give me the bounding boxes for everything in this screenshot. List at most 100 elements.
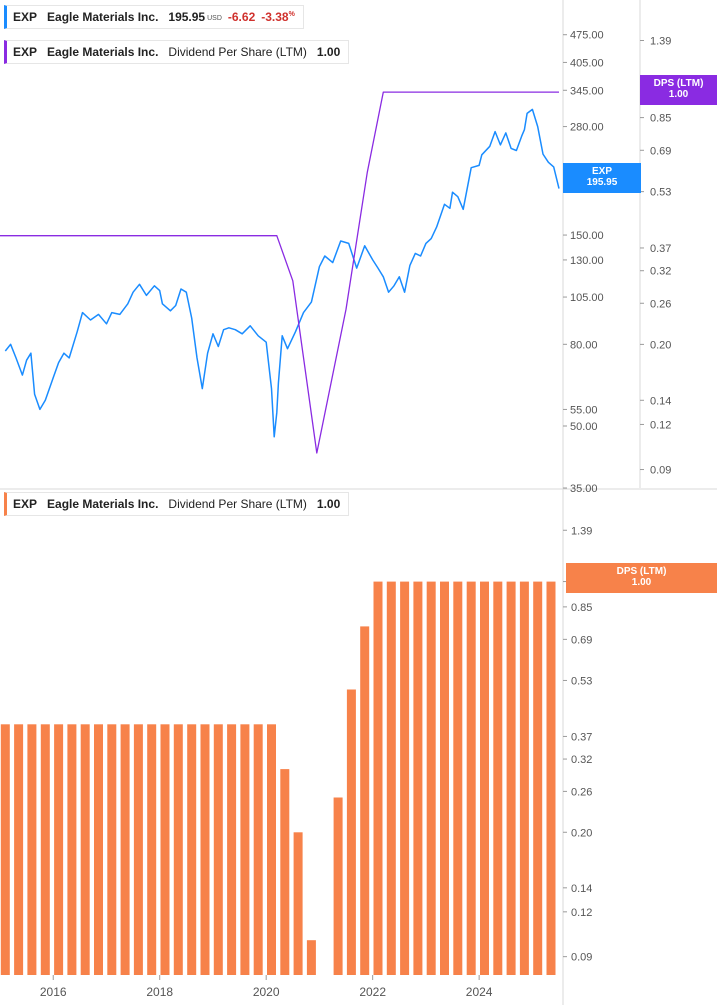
price-tick-label: 105.00 xyxy=(570,292,604,304)
dps-bar xyxy=(67,724,77,975)
dps-bar xyxy=(426,581,436,975)
metric-name: Dividend Per Share (LTM) xyxy=(168,45,307,59)
tag-label: DPS (LTM) xyxy=(616,566,667,577)
dps-bar xyxy=(227,724,237,975)
dps-tick-label: 1.39 xyxy=(650,36,671,48)
x-tick-label: 2020 xyxy=(253,985,280,999)
dps-bottom-tick-label: 0.20 xyxy=(571,827,592,839)
dps-bar xyxy=(253,724,263,975)
dps-bar xyxy=(519,581,529,975)
dps-tag-top: DPS (LTM) 1.00 xyxy=(640,75,717,105)
dps-bar xyxy=(213,724,223,975)
dps-bar xyxy=(280,769,290,975)
price-legend[interactable]: EXP Eagle Materials Inc. 195.95 USD -6.6… xyxy=(4,5,304,29)
dps-line xyxy=(0,91,559,454)
dps-tick-label: 0.20 xyxy=(650,339,671,351)
dps-bar xyxy=(187,724,197,975)
tag-value: 1.00 xyxy=(631,577,652,588)
dps-bar xyxy=(120,724,130,975)
exp-price-tag: EXP 195.95 xyxy=(563,163,641,193)
x-tick-label: 2016 xyxy=(40,985,67,999)
dps-bar xyxy=(453,581,463,975)
price-tick-label: 280.00 xyxy=(570,122,604,134)
last-price: 195.95 xyxy=(168,10,206,24)
tag-value: 1.00 xyxy=(668,89,689,100)
price-change: -6.62 xyxy=(227,10,256,24)
dps-bar xyxy=(0,724,10,975)
company-name: Eagle Materials Inc. xyxy=(47,497,159,511)
dps-tag-bottom: DPS (LTM) 1.00 xyxy=(566,563,717,593)
dps-bar xyxy=(267,724,276,975)
price-line xyxy=(4,108,560,438)
dps-bar xyxy=(386,581,396,975)
dps-tick-label: 0.85 xyxy=(650,113,671,125)
dps-tick-label: 0.53 xyxy=(650,187,671,199)
dps-bottom-tick-label: 0.85 xyxy=(571,602,592,614)
dps-bottom-tick-label: 0.69 xyxy=(571,634,592,646)
dps-bar xyxy=(107,724,117,975)
price-tick-label: 35.00 xyxy=(570,483,598,495)
dps-bar xyxy=(40,724,50,975)
dps-bar xyxy=(493,581,503,975)
dps-bar xyxy=(14,724,24,975)
dps-bar xyxy=(240,724,250,975)
tag-label: DPS (LTM) xyxy=(653,78,704,89)
price-tick-label: 130.00 xyxy=(570,255,604,267)
dps-bar xyxy=(400,581,410,975)
x-tick-label: 2018 xyxy=(146,985,173,999)
dps-bar xyxy=(94,724,103,975)
dps-tick-label: 0.32 xyxy=(650,266,671,278)
dps-bar xyxy=(173,724,183,975)
dps-bar xyxy=(147,724,157,975)
company-name: Eagle Materials Inc. xyxy=(47,45,159,59)
dps-bar xyxy=(546,581,556,975)
dps-tick-label: 0.26 xyxy=(650,298,671,310)
dps-bottom-tick-label: 0.09 xyxy=(571,952,592,964)
dps-legend-bottom[interactable]: EXP Eagle Materials Inc. Dividend Per Sh… xyxy=(4,492,350,516)
dps-bottom-tick-label: 0.12 xyxy=(571,907,592,919)
metric-name: Dividend Per Share (LTM) xyxy=(168,497,307,511)
ticker-label: EXP xyxy=(13,497,38,511)
price-tick-label: 150.00 xyxy=(570,230,604,242)
dps-bottom-tick-label: 1.39 xyxy=(571,525,592,537)
dps-bar xyxy=(27,724,37,975)
price-tick-label: 50.00 xyxy=(570,421,598,433)
bar-series xyxy=(0,581,556,975)
dps-bottom-tick-label: 0.26 xyxy=(571,786,592,798)
dps-bar xyxy=(533,581,543,975)
price-tick-label: 345.00 xyxy=(570,85,604,97)
dps-bottom-tick-label: 0.14 xyxy=(571,883,592,895)
line-series xyxy=(0,91,560,454)
dps-tick-label: 0.37 xyxy=(650,243,671,255)
company-name: Eagle Materials Inc. xyxy=(47,10,159,24)
price-tick-label: 80.00 xyxy=(570,339,598,351)
x-tick-label: 2024 xyxy=(466,985,493,999)
dps-bar xyxy=(293,832,303,975)
dps-bottom-tick-label: 0.53 xyxy=(571,675,592,687)
dps-bar xyxy=(306,940,316,975)
price-tick-label: 405.00 xyxy=(570,57,604,69)
dps-legend-top[interactable]: EXP Eagle Materials Inc. Dividend Per Sh… xyxy=(4,40,350,64)
currency-label: USD xyxy=(207,14,222,22)
dps-bar xyxy=(80,724,90,975)
dps-bottom-tick-label: 0.32 xyxy=(571,754,592,766)
dps-bar xyxy=(440,581,449,975)
dps-bar xyxy=(133,724,143,975)
dps-bar xyxy=(333,797,343,975)
price-change-pct: -3.38% xyxy=(261,10,295,24)
dps-bar xyxy=(413,581,423,975)
dps-tick-label: 0.12 xyxy=(650,419,671,431)
price-tick-label: 55.00 xyxy=(570,404,598,416)
price-tick-label: 475.00 xyxy=(570,30,604,42)
dps-bar xyxy=(480,581,489,975)
dps-bar xyxy=(360,626,370,975)
dps-bar xyxy=(506,581,516,975)
axis-ticks: 475.00405.00345.00280.00215.00150.00130.… xyxy=(40,30,672,999)
x-tick-label: 2022 xyxy=(359,985,386,999)
metric-value: 1.00 xyxy=(316,45,341,59)
dps-bar xyxy=(346,689,356,975)
dps-bottom-tick-label: 0.37 xyxy=(571,731,592,743)
dps-bar xyxy=(373,581,383,975)
tag-value: 195.95 xyxy=(586,177,618,188)
